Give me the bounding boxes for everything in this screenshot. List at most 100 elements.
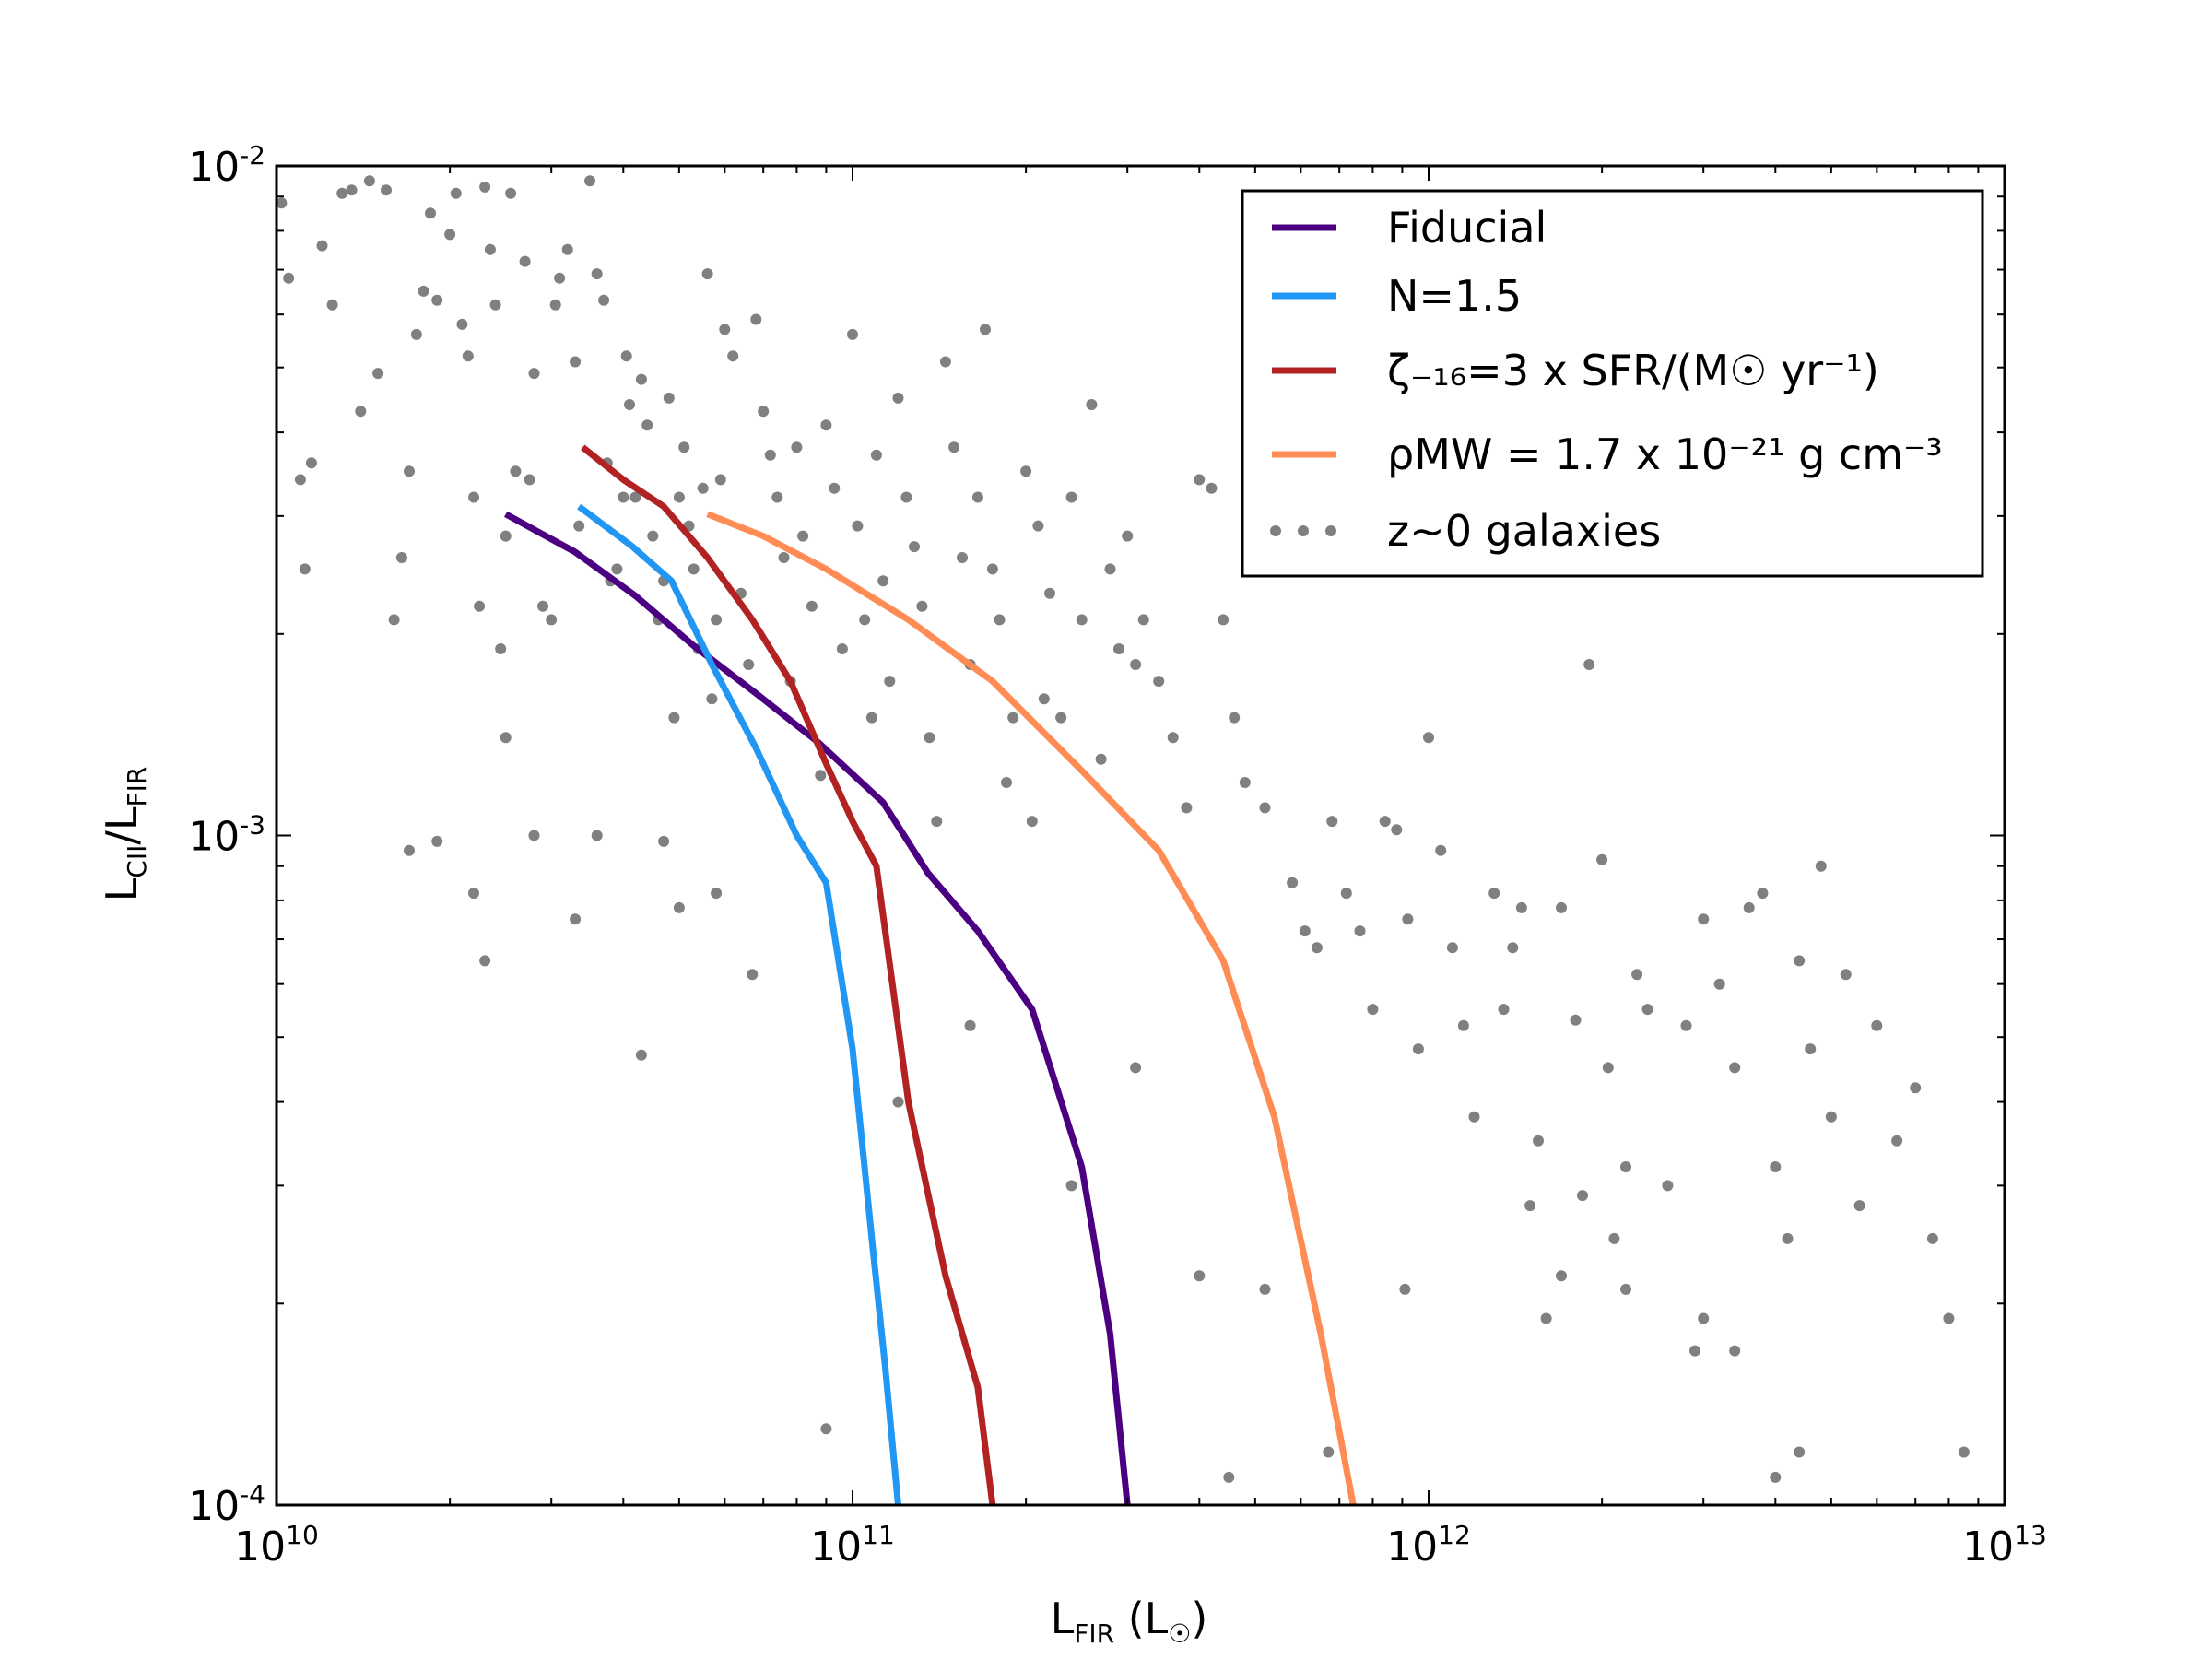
galaxy-point-218 xyxy=(1698,1312,1710,1324)
galaxy-point-212 xyxy=(1794,1446,1806,1458)
x-tick-label-3: 1013 xyxy=(1962,1520,2047,1571)
galaxy-point-163 xyxy=(1596,853,1608,865)
galaxy-point-30 xyxy=(500,530,512,542)
galaxy-point-123 xyxy=(1130,659,1142,670)
galaxy-point-105 xyxy=(980,324,991,335)
galaxy-point-10 xyxy=(363,175,375,187)
galaxy-point-67 xyxy=(706,693,718,705)
galaxy-point-61 xyxy=(678,441,690,453)
legend-label-galaxies: z∼0 galaxies xyxy=(1387,506,1661,556)
galaxy-point-59 xyxy=(668,712,680,724)
galaxy-point-154 xyxy=(1507,942,1519,954)
galaxy-point-217 xyxy=(1399,1283,1411,1295)
legend-marker-galaxies-1 xyxy=(1270,525,1281,536)
galaxy-point-7 xyxy=(336,187,348,199)
galaxy-point-3 xyxy=(299,563,311,575)
galaxy-point-32 xyxy=(510,465,522,477)
galaxy-point-136 xyxy=(1287,877,1299,888)
galaxy-point-108 xyxy=(1001,777,1012,788)
galaxy-point-94 xyxy=(892,392,904,404)
y-tick-exp: -4 xyxy=(240,1479,265,1510)
galaxy-point-204 xyxy=(1259,1283,1271,1295)
galaxy-point-150 xyxy=(1457,1019,1469,1031)
galaxy-point-200 xyxy=(1065,1180,1077,1192)
galaxy-point-201 xyxy=(1130,1062,1142,1074)
galaxy-point-120 xyxy=(1104,563,1116,575)
galaxy-point-71 xyxy=(727,350,739,362)
galaxy-point-169 xyxy=(1662,1180,1674,1192)
x-axis-label-sub: FIR xyxy=(1074,1618,1114,1649)
galaxy-point-11 xyxy=(372,368,384,380)
galaxy-point-9 xyxy=(355,406,367,418)
n15-line xyxy=(577,503,901,1506)
galaxy-point-113 xyxy=(1038,693,1050,705)
y-tick-label-1: 10-3 xyxy=(188,810,265,861)
galaxy-point-219 xyxy=(1620,1283,1631,1295)
galaxy-point-12 xyxy=(381,184,392,196)
y-tick-base: 10 xyxy=(188,144,240,191)
galaxy-point-17 xyxy=(418,285,429,297)
x-axis-label: LFIR (L☉) xyxy=(1051,1594,1208,1649)
x-tick-base: 10 xyxy=(1386,1524,1438,1571)
galaxy-point-116 xyxy=(1065,491,1077,503)
galaxy-point-22 xyxy=(456,318,468,330)
galaxy-point-75 xyxy=(758,406,770,418)
galaxy-point-117 xyxy=(1076,614,1088,626)
galaxy-point-82 xyxy=(806,600,818,612)
galaxy-point-24 xyxy=(468,491,479,503)
galaxy-point-183 xyxy=(1853,1200,1865,1212)
y-axis-label-a: L xyxy=(97,877,147,901)
galaxy-point-161 xyxy=(1577,1190,1588,1202)
y-tick-exp: -2 xyxy=(240,140,265,171)
galaxy-point-38 xyxy=(549,299,561,311)
galaxy-point-131 xyxy=(1229,712,1241,724)
galaxy-point-112 xyxy=(1032,520,1044,532)
galaxy-point-80 xyxy=(791,441,803,453)
x-tick-label-1: 1011 xyxy=(810,1520,895,1571)
galaxy-point-63 xyxy=(688,563,700,575)
galaxy-point-77 xyxy=(771,491,783,503)
galaxy-point-4 xyxy=(305,457,317,469)
galaxy-point-31 xyxy=(505,187,517,199)
galaxy-point-122 xyxy=(1122,530,1134,542)
galaxy-point-157 xyxy=(1533,1135,1544,1147)
galaxy-point-160 xyxy=(1570,1014,1582,1026)
galaxy-point-90 xyxy=(865,712,877,724)
galaxy-point-52 xyxy=(629,491,641,503)
x-tick-exp: 11 xyxy=(862,1520,895,1550)
legend-marker-galaxies-2 xyxy=(1298,525,1309,536)
galaxy-point-29 xyxy=(495,643,507,654)
galaxy-point-134 xyxy=(1259,802,1271,814)
y-axis-label-b-sub: FIR xyxy=(122,767,152,807)
galaxy-point-26 xyxy=(479,181,491,193)
galaxy-point-95 xyxy=(900,491,912,503)
galaxy-point-60 xyxy=(673,491,685,503)
galaxy-point-34 xyxy=(524,474,535,486)
galaxy-point-170 xyxy=(1680,1019,1692,1031)
galaxy-point-128 xyxy=(1194,474,1206,486)
galaxy-point-196 xyxy=(747,969,759,981)
x-axis-label-end: ) xyxy=(1191,1594,1207,1643)
galaxy-point-182 xyxy=(1840,969,1852,981)
galaxy-point-2 xyxy=(294,474,306,486)
x-axis-label-sym: ☉ xyxy=(1168,1618,1191,1649)
galaxy-point-58 xyxy=(663,392,675,404)
galaxy-point-209 xyxy=(711,888,723,900)
galaxy-point-48 xyxy=(611,563,623,575)
y-axis-label-a-sub: CII xyxy=(122,845,152,878)
galaxy-point-1 xyxy=(283,272,295,284)
galaxy-point-205 xyxy=(1323,1446,1335,1458)
legend-label-fiducial: Fiducial xyxy=(1387,203,1547,253)
galaxy-point-132 xyxy=(1239,777,1251,788)
galaxy-point-106 xyxy=(986,563,998,575)
galaxy-point-153 xyxy=(1498,1004,1510,1016)
galaxy-point-180 xyxy=(1815,860,1827,872)
legend-label-rho: ρMW = 1.7 x 10⁻²¹ g cm⁻³ xyxy=(1387,429,1943,479)
galaxy-point-159 xyxy=(1556,901,1567,913)
galaxy-point-213 xyxy=(1770,1471,1782,1483)
galaxy-point-42 xyxy=(573,520,585,532)
galaxy-point-197 xyxy=(820,1423,832,1435)
galaxy-point-144 xyxy=(1391,824,1403,836)
galaxy-point-5 xyxy=(316,240,328,252)
x-tick-exp: 10 xyxy=(286,1520,319,1550)
